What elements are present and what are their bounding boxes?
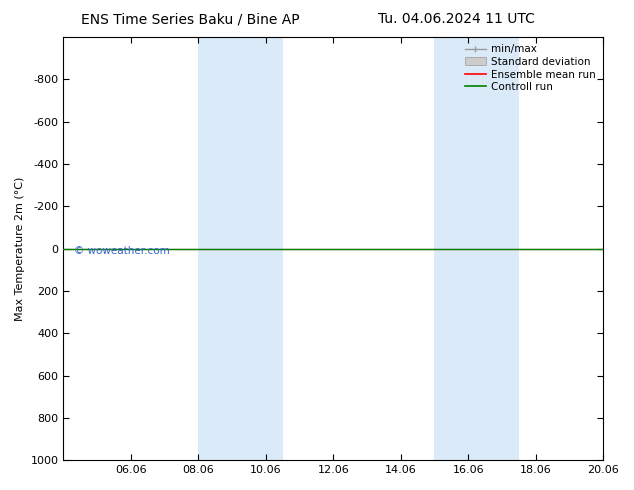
Y-axis label: Max Temperature 2m (°C): Max Temperature 2m (°C) xyxy=(15,176,25,321)
Text: ENS Time Series Baku / Bine AP: ENS Time Series Baku / Bine AP xyxy=(81,12,299,26)
Bar xyxy=(198,37,283,460)
Text: © woweather.com: © woweather.com xyxy=(74,246,170,256)
Bar xyxy=(434,37,519,460)
Text: Tu. 04.06.2024 11 UTC: Tu. 04.06.2024 11 UTC xyxy=(378,12,535,26)
Legend: min/max, Standard deviation, Ensemble mean run, Controll run: min/max, Standard deviation, Ensemble me… xyxy=(463,42,598,94)
